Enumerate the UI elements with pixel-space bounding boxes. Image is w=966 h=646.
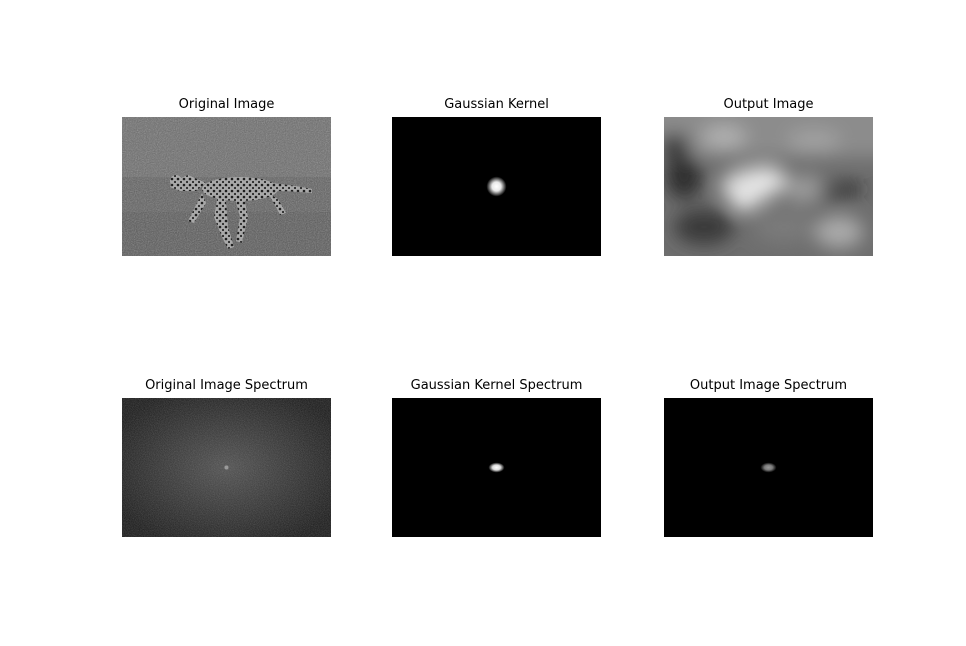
kernel-blob <box>392 117 601 256</box>
output-spectrum-blob <box>664 398 873 537</box>
output-spectrum-title: Output Image Spectrum <box>689 378 848 393</box>
output-image-title: Output Image <box>723 97 814 112</box>
output-image <box>664 117 873 256</box>
gaussian-kernel-image <box>392 117 601 256</box>
kernel-spectrum-blob <box>392 398 601 537</box>
kernel-spectrum-title: Gaussian Kernel Spectrum <box>410 378 583 393</box>
original-spectrum-image <box>122 398 331 537</box>
blurred-output <box>664 117 873 256</box>
original-spectrum-title: Original Image Spectrum <box>145 378 308 393</box>
cheetah-body <box>170 175 312 249</box>
gaussian-kernel-title: Gaussian Kernel <box>444 97 549 112</box>
kernel-spectrum-image <box>392 398 601 537</box>
cheetah-photo <box>122 117 331 256</box>
original-image <box>122 117 331 256</box>
output-spectrum-image <box>664 398 873 537</box>
spectrum-noise <box>122 398 331 537</box>
original-image-title: Original Image <box>178 97 275 112</box>
